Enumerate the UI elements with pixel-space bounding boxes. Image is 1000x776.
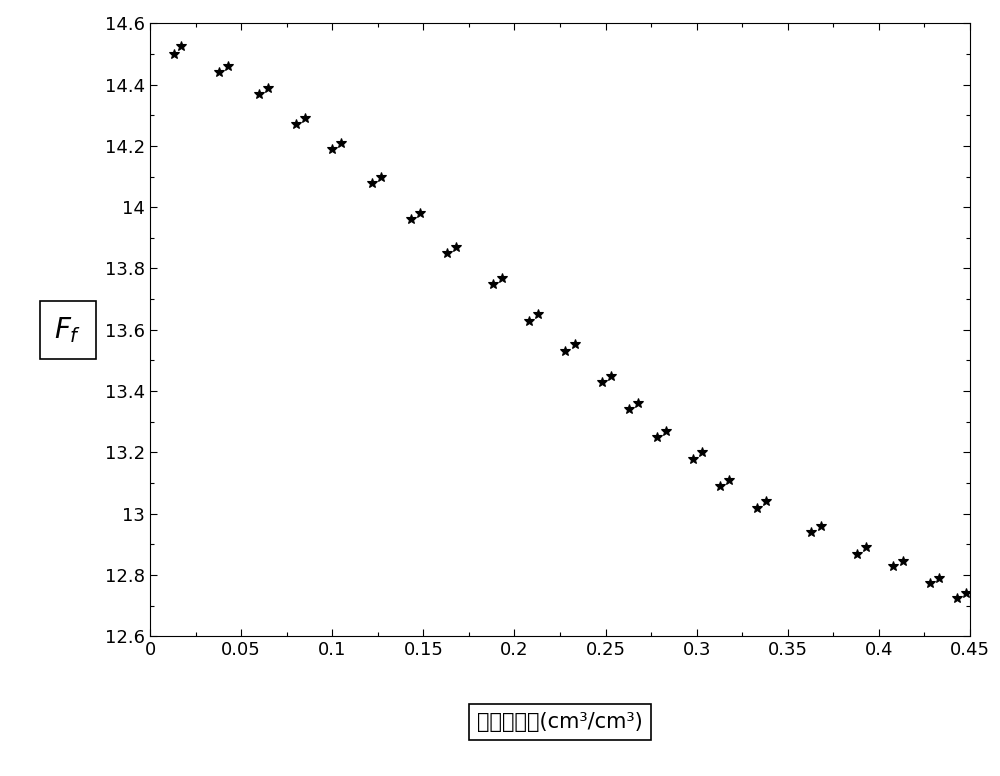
Text: $F_f$: $F_f$ <box>54 315 82 345</box>
Text: 土壤含水量(cm³/cm³): 土壤含水量(cm³/cm³) <box>477 712 643 732</box>
